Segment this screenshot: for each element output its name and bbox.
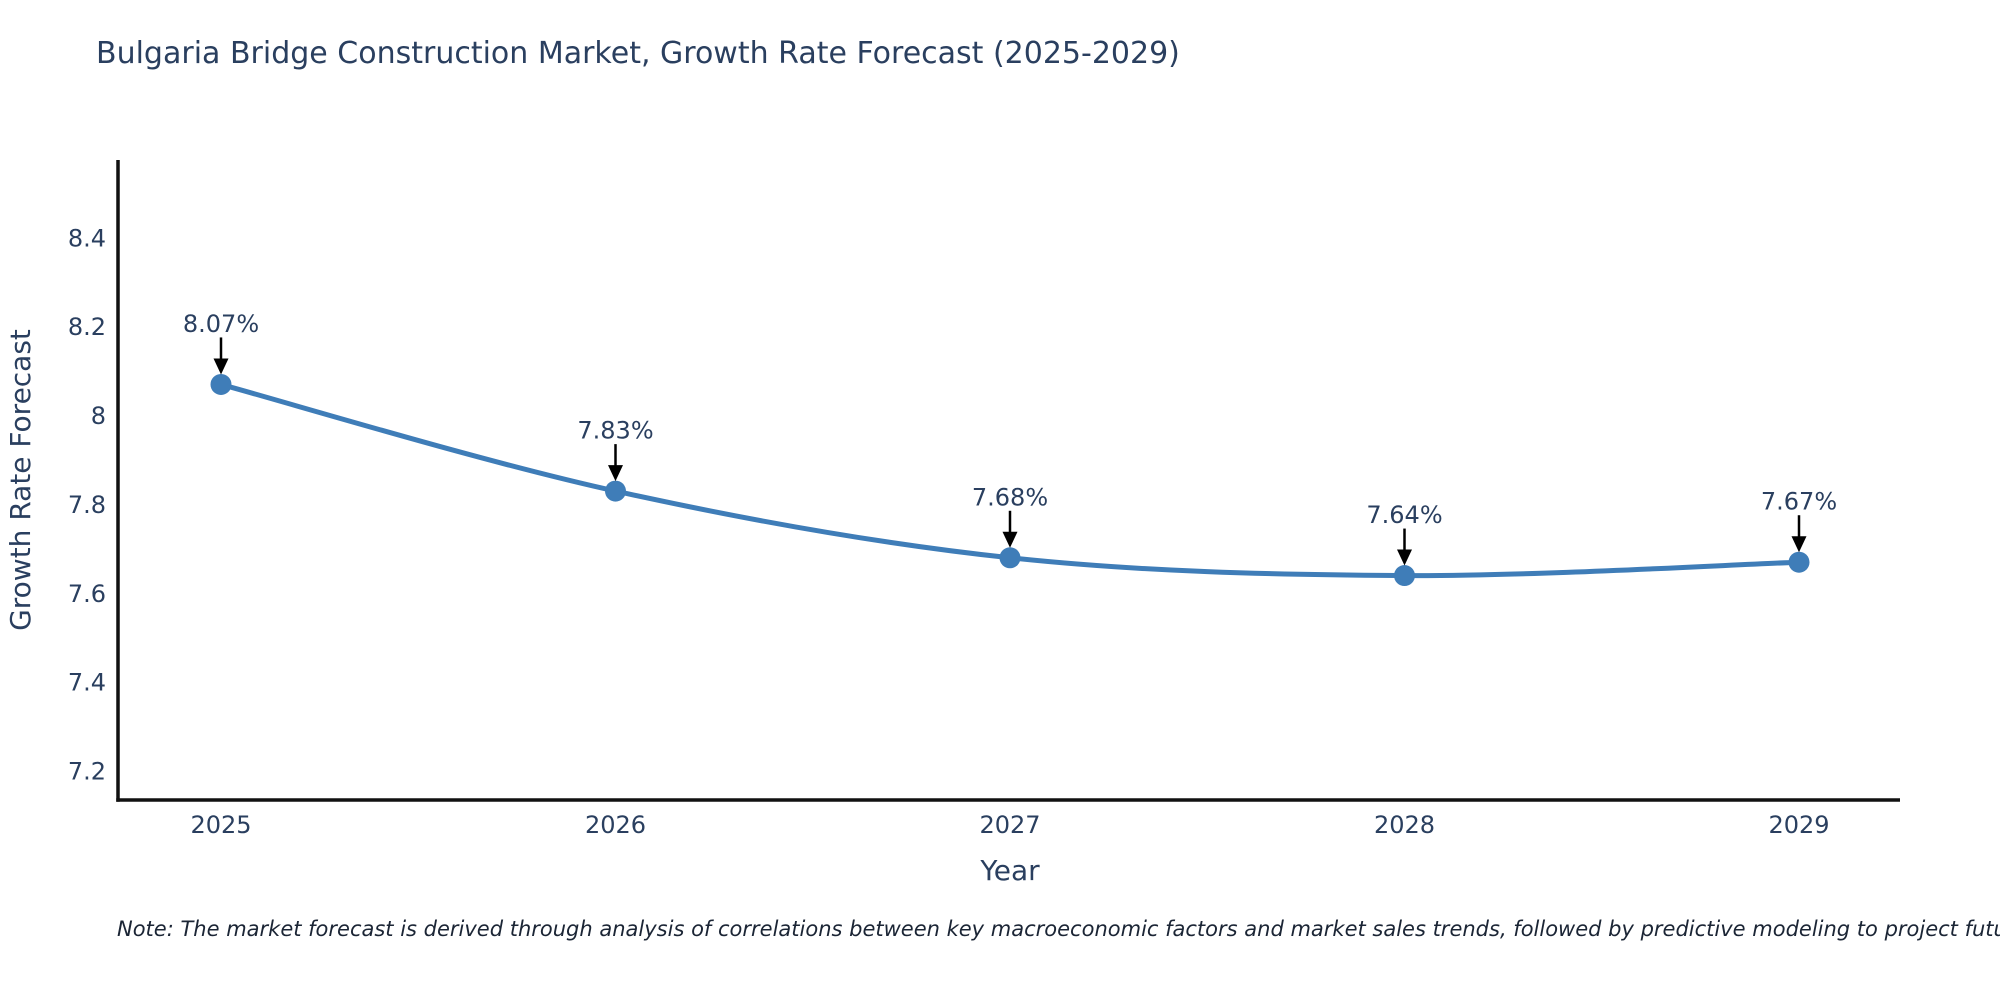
data-point-2025 (210, 373, 232, 395)
x-tick-label: 2026 (585, 811, 646, 839)
point-value-label: 7.67% (1761, 488, 1837, 516)
data-point-2026 (605, 480, 626, 502)
data-point-2027 (999, 547, 1021, 569)
chart-title: Bulgaria Bridge Construction Market, Gro… (96, 36, 1180, 71)
y-tick-label: 7.2 (68, 758, 106, 786)
x-tick-label: 2027 (979, 811, 1040, 839)
point-value-label: 8.07% (183, 310, 259, 338)
y-tick-label: 7.4 (68, 669, 106, 697)
x-axis-title: Year (979, 854, 1040, 887)
annotation-arrow-head (1397, 549, 1412, 566)
x-tick-label: 2028 (1374, 811, 1435, 839)
chart-footnote: Note: The market forecast is derived thr… (117, 917, 2000, 941)
point-value-label: 7.83% (577, 417, 653, 445)
y-tick-label: 8 (91, 402, 106, 430)
point-value-label: 7.64% (1366, 501, 1442, 529)
y-tick-label: 8.4 (68, 224, 106, 252)
point-value-label: 7.68% (972, 483, 1048, 511)
annotation-arrow-head (1002, 531, 1018, 548)
annotation-arrow-head (213, 358, 229, 375)
y-tick-label: 7.8 (68, 491, 106, 519)
x-tick-label: 2029 (1768, 811, 1829, 839)
data-point-2028 (1394, 565, 1415, 587)
y-tick-label: 7.6 (68, 580, 106, 608)
y-axis-title: Growth Rate Forecast (4, 329, 37, 631)
y-tick-label: 8.2 (68, 313, 106, 341)
annotation-arrow-head (608, 465, 623, 482)
annotation-arrow-head (1791, 536, 1807, 553)
data-point-2029 (1788, 551, 1810, 573)
x-tick-label: 2025 (190, 811, 251, 839)
